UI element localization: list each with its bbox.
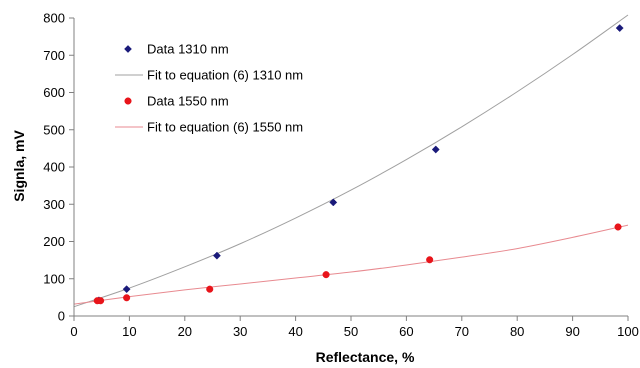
x-tick-label: 40 — [288, 324, 302, 339]
data-point — [122, 285, 131, 294]
legend-label: Fit to equation (6) 1550 nm — [147, 120, 303, 135]
data-point — [322, 271, 330, 279]
data-point — [97, 297, 105, 305]
data-point — [426, 256, 434, 264]
x-tick-label: 20 — [178, 324, 192, 339]
x-tick-label: 90 — [565, 324, 579, 339]
x-tick-label: 60 — [399, 324, 413, 339]
y-tick-label: 800 — [43, 11, 65, 26]
y-tick-label: 100 — [43, 271, 65, 286]
fit-curve — [73, 224, 629, 305]
x-axis: 0 10 20 30 40 50 60 70 80 90 100 — [70, 315, 639, 339]
data-point — [212, 251, 221, 260]
fit-curve — [73, 14, 629, 308]
y-tick-label: 600 — [43, 85, 65, 100]
data-point — [329, 198, 338, 207]
plot-background — [74, 18, 628, 316]
y-tick-label: 700 — [43, 48, 65, 63]
y-tick-label: 0 — [58, 309, 65, 324]
legend: Data 1310 nm Fit to equation (6) 1310 nm D… — [115, 42, 303, 135]
data-point — [206, 285, 214, 293]
x-tick-label: 80 — [510, 324, 524, 339]
y-tick-label: 500 — [43, 122, 65, 137]
data-markers — [93, 24, 624, 305]
x-tick-label: 50 — [344, 324, 358, 339]
legend-marker — [124, 97, 132, 105]
y-tick-label: 300 — [43, 197, 65, 212]
legend-label: Data 1310 nm — [147, 42, 229, 57]
data-point — [123, 294, 131, 302]
x-tick-label: 0 — [70, 324, 77, 339]
y-tick-label: 400 — [43, 160, 65, 175]
y-axis-title: Signla, mV — [11, 130, 27, 202]
y-tick-label: 200 — [43, 234, 65, 249]
x-tick-label: 100 — [617, 324, 639, 339]
x-tick-label: 30 — [233, 324, 247, 339]
x-axis-title: Reflectance, % — [316, 349, 415, 365]
y-axis: 0 100 200 300 400 500 600 700 800 — [43, 11, 75, 324]
data-point — [615, 24, 624, 33]
plot-area — [74, 18, 628, 316]
legend-marker — [124, 45, 132, 53]
data-point — [431, 145, 440, 154]
x-tick-label: 70 — [455, 324, 469, 339]
fit-lines — [73, 14, 629, 308]
legend-label: Fit to equation (6) 1310 nm — [147, 68, 303, 83]
x-tick-label: 10 — [122, 324, 136, 339]
legend-label: Data 1550 nm — [147, 94, 229, 109]
data-point — [614, 223, 622, 231]
